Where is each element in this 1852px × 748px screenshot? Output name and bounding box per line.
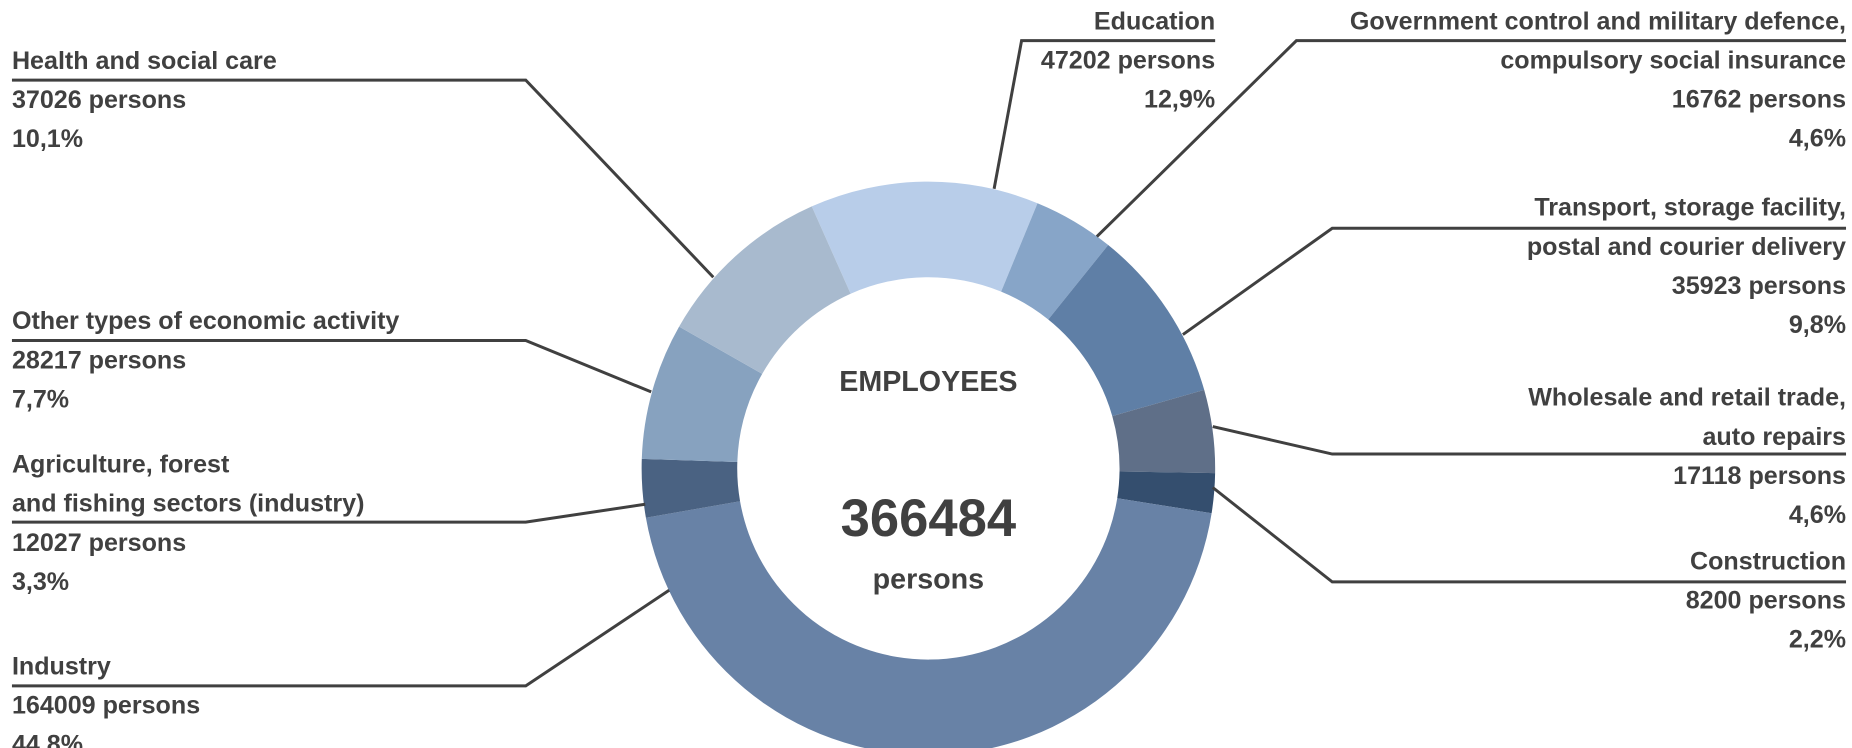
donut-segment (645, 498, 1212, 748)
category-label: Health and social care (12, 47, 277, 75)
donut-segment (641, 326, 763, 463)
leader-line (1095, 39, 1847, 238)
share-label: 7,7% (12, 385, 69, 413)
category-label: compulsory social insurance (1500, 46, 1846, 74)
share-label: 4,6% (1789, 125, 1846, 153)
share-label: 10,1% (12, 125, 83, 153)
share-label: 3,3% (12, 568, 69, 596)
category-label: auto repairs (1702, 423, 1846, 451)
value-label: 35923 persons (1672, 272, 1846, 300)
leader-line (11, 339, 652, 394)
value-label: 164009 persons (12, 692, 200, 720)
donut-segment (1048, 245, 1205, 417)
category-label: Agriculture, forest (12, 451, 230, 479)
category-label: Wholesale and retail trade, (1528, 384, 1846, 412)
donut-segment (1112, 389, 1216, 474)
category-label: and fishing sectors (industry) (12, 490, 365, 518)
leader-line (1182, 226, 1847, 336)
share-label: 44,8% (12, 731, 83, 748)
leader-line (1211, 486, 1847, 584)
leader-line (11, 78, 715, 279)
donut-segment (1117, 471, 1216, 514)
donut-segment (679, 206, 851, 374)
category-label: Other types of economic activity (12, 307, 399, 335)
category-label: Education (1094, 7, 1215, 35)
center-title: EMPLOYEES (839, 366, 1017, 398)
value-label: 17118 persons (1673, 462, 1846, 490)
category-label: postal and courier delivery (1527, 233, 1846, 261)
category-label: Transport, storage facility, (1534, 194, 1846, 222)
category-label: Industry (12, 653, 111, 681)
center-value: 366484 (841, 489, 1016, 548)
share-label: 2,2% (1789, 626, 1846, 654)
leader-line (11, 589, 670, 688)
share-label: 4,6% (1789, 501, 1846, 529)
donut-segment (1001, 203, 1109, 320)
value-label: 8200 persons (1686, 586, 1846, 614)
share-label: 9,8% (1789, 311, 1846, 339)
donut-segment (641, 458, 741, 518)
value-label: 12027 persons (12, 529, 186, 557)
leader-line (992, 39, 1216, 190)
category-label: Construction (1690, 547, 1846, 575)
center-unit: persons (873, 563, 984, 595)
donut-segment (811, 181, 1038, 294)
category-label: Government control and military defence, (1350, 7, 1846, 35)
share-label: 12,9% (1144, 85, 1215, 113)
leader-line (1212, 425, 1847, 456)
value-label: 47202 persons (1041, 46, 1215, 74)
leader-line (11, 502, 646, 524)
value-label: 37026 persons (12, 86, 186, 114)
value-label: 16762 persons (1672, 85, 1846, 113)
value-label: 28217 persons (12, 346, 186, 374)
